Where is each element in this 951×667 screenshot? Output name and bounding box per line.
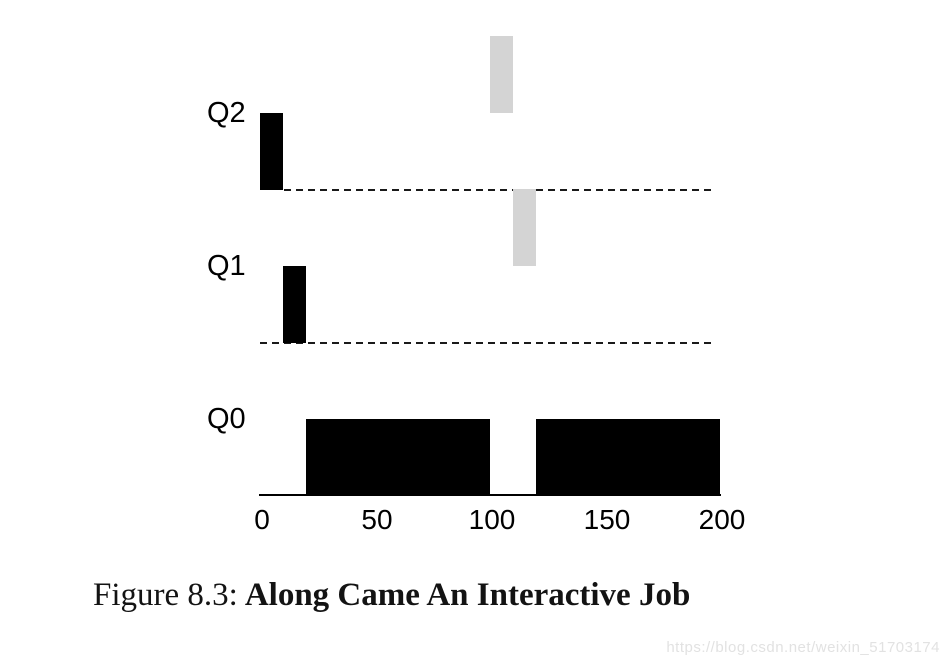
queue-baseline-dashed (284, 189, 715, 191)
mlfq-timeline-chart: Q2 Q1 Q0 0 50 100 150 200 (207, 36, 746, 535)
x-tick-label: 100 (468, 504, 516, 535)
x-tick-label: 50 (361, 504, 393, 535)
interactive-job-bar (490, 36, 513, 113)
figure-caption: Figure 8.3: Along Came An Interactive Job (93, 577, 690, 615)
watermark-url: https://blog.csdn.net/weixin_51703174 (666, 639, 940, 656)
figure-caption-prefix: Figure 8.3: (93, 577, 238, 613)
queue-label-q2: Q2 (207, 97, 246, 129)
long-running-job-bar (306, 419, 490, 496)
long-running-job-bar (536, 419, 720, 496)
long-running-job-bar (283, 266, 306, 343)
x-tick-label: 200 (698, 504, 746, 535)
queue-label-q1: Q1 (207, 250, 246, 282)
x-tick-label: 150 (583, 504, 631, 535)
long-running-job-bar (260, 113, 283, 190)
queue-label-q0: Q0 (207, 403, 246, 435)
figure-caption-title: Along Came An Interactive Job (244, 577, 691, 613)
x-axis-line (259, 494, 721, 496)
queue-baseline-dashed (260, 342, 715, 344)
x-tick-label: 0 (254, 504, 270, 535)
interactive-job-bar (513, 189, 536, 266)
